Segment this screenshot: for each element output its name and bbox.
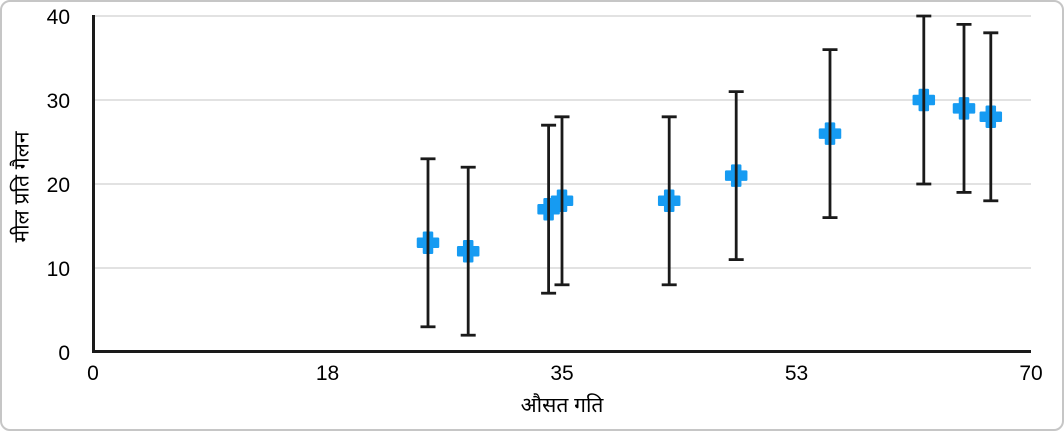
- y-tick-label: 0: [58, 342, 70, 365]
- x-tick-label: 35: [550, 362, 573, 385]
- x-tick-label: 18: [316, 362, 339, 385]
- x-tick-label: 70: [1019, 362, 1042, 385]
- y-tick-label: 10: [47, 258, 70, 281]
- y-axis-title: मील प्रति गैलन: [10, 131, 34, 243]
- y-tick-label: 30: [47, 90, 70, 113]
- x-tick-label: 53: [785, 362, 808, 385]
- x-axis-title: औसत गति: [520, 394, 604, 417]
- y-tick-label: 40: [47, 6, 70, 29]
- y-tick-label: 20: [47, 174, 70, 197]
- x-tick-label: 0: [87, 362, 99, 385]
